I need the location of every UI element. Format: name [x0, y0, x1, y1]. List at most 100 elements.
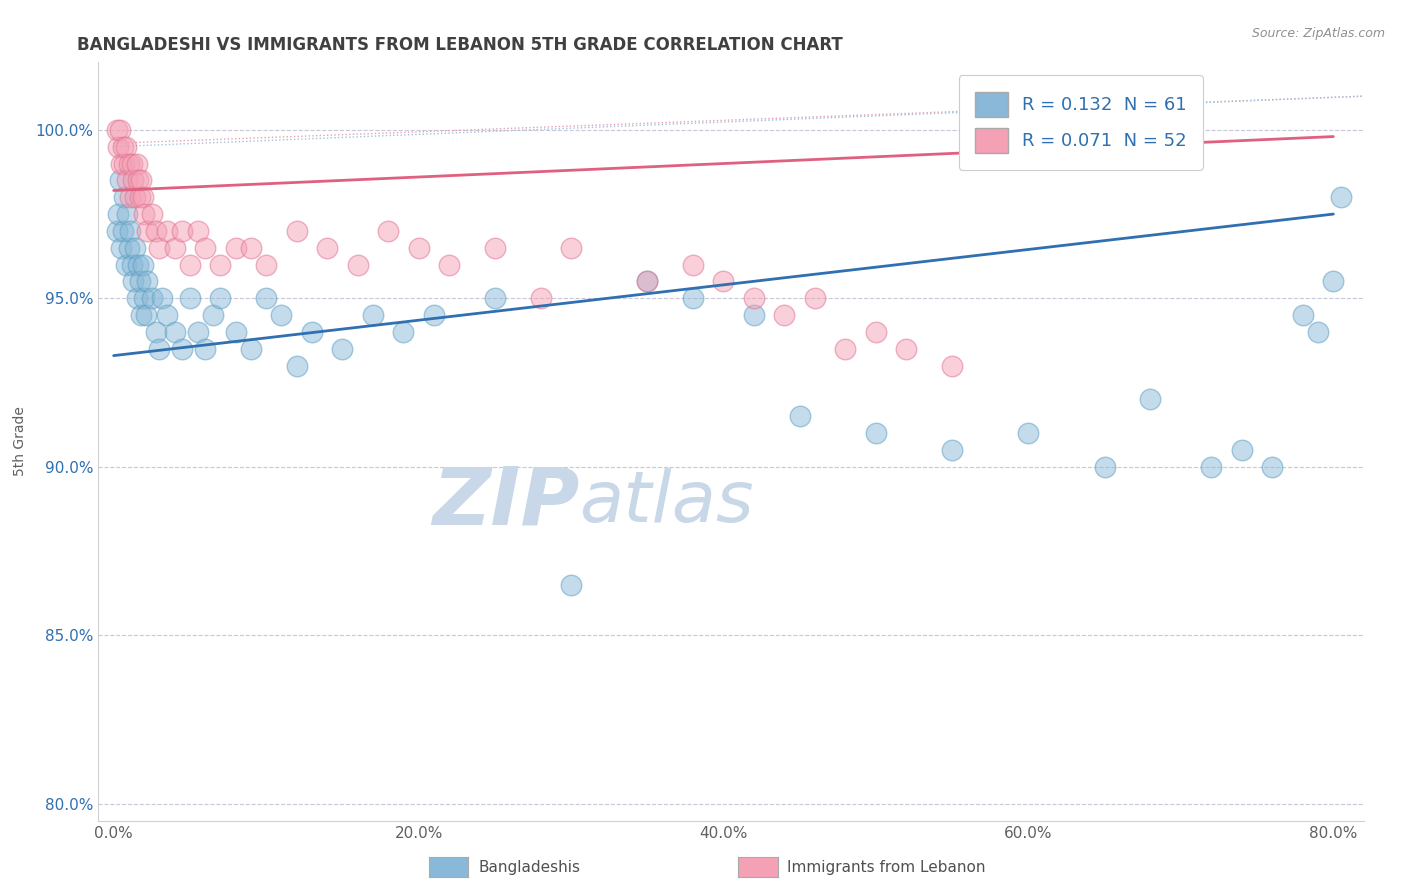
- Point: [163, 241, 186, 255]
- Point: [131, 190, 153, 204]
- Point: [392, 325, 415, 339]
- Point: [361, 308, 384, 322]
- Point: [484, 241, 506, 255]
- Point: [108, 173, 131, 187]
- Point: [112, 156, 135, 170]
- Point: [122, 173, 145, 187]
- Point: [742, 291, 765, 305]
- Point: [773, 308, 796, 322]
- Point: [254, 291, 277, 305]
- Point: [110, 156, 132, 170]
- Point: [713, 275, 735, 289]
- Point: [163, 325, 186, 339]
- Point: [186, 325, 208, 339]
- Point: [179, 258, 201, 272]
- Point: [682, 291, 704, 305]
- Point: [107, 207, 129, 221]
- Point: [1261, 459, 1284, 474]
- Point: [111, 139, 134, 153]
- Point: [1322, 275, 1344, 289]
- Point: [105, 224, 128, 238]
- Point: [125, 156, 148, 170]
- Point: [117, 207, 139, 221]
- Point: [127, 258, 149, 272]
- Text: BANGLADESHI VS IMMIGRANTS FROM LEBANON 5TH GRADE CORRELATION CHART: BANGLADESHI VS IMMIGRANTS FROM LEBANON 5…: [77, 36, 844, 54]
- Point: [1306, 325, 1329, 339]
- Text: Source: ZipAtlas.com: Source: ZipAtlas.com: [1251, 27, 1385, 40]
- Point: [437, 258, 460, 272]
- Point: [1139, 392, 1161, 407]
- Point: [124, 190, 146, 204]
- Point: [152, 291, 174, 305]
- Point: [1094, 459, 1116, 474]
- Point: [108, 123, 131, 137]
- Point: [209, 258, 232, 272]
- Y-axis label: 5th Grade: 5th Grade: [13, 407, 27, 476]
- Point: [128, 190, 150, 204]
- Point: [789, 409, 811, 424]
- Point: [134, 207, 156, 221]
- Text: atlas: atlas: [579, 467, 754, 537]
- Point: [121, 156, 143, 170]
- Point: [941, 359, 963, 373]
- Point: [201, 308, 224, 322]
- Point: [107, 139, 129, 153]
- Point: [529, 291, 551, 305]
- Point: [121, 258, 143, 272]
- Point: [270, 308, 292, 322]
- Point: [301, 325, 323, 339]
- Text: ZIP: ZIP: [432, 463, 579, 541]
- Point: [110, 241, 132, 255]
- Text: Immigrants from Lebanon: Immigrants from Lebanon: [787, 861, 986, 875]
- Point: [560, 578, 582, 592]
- Point: [941, 442, 963, 457]
- Point: [141, 207, 163, 221]
- Point: [239, 342, 262, 356]
- Point: [136, 224, 159, 238]
- Point: [377, 224, 399, 238]
- Point: [636, 275, 658, 289]
- Point: [484, 291, 506, 305]
- Point: [118, 156, 141, 170]
- Point: [145, 325, 167, 339]
- Point: [834, 342, 856, 356]
- Point: [254, 258, 277, 272]
- Point: [120, 224, 142, 238]
- Point: [225, 241, 247, 255]
- Point: [865, 426, 887, 441]
- Point: [111, 224, 134, 238]
- Point: [115, 139, 138, 153]
- Point: [120, 190, 142, 204]
- Point: [135, 308, 157, 322]
- Point: [285, 359, 308, 373]
- Point: [194, 241, 217, 255]
- Point: [105, 123, 128, 137]
- Point: [172, 224, 194, 238]
- Point: [134, 291, 156, 305]
- Point: [560, 241, 582, 255]
- Point: [1017, 426, 1039, 441]
- Point: [1292, 308, 1315, 322]
- Point: [136, 275, 159, 289]
- Point: [118, 241, 141, 255]
- Point: [131, 258, 153, 272]
- Point: [172, 342, 194, 356]
- Point: [186, 224, 208, 238]
- Point: [1201, 459, 1223, 474]
- Point: [239, 241, 262, 255]
- Point: [316, 241, 339, 255]
- Point: [742, 308, 765, 322]
- Point: [141, 291, 163, 305]
- Point: [125, 291, 148, 305]
- Point: [122, 275, 145, 289]
- Point: [127, 173, 149, 187]
- Point: [156, 308, 179, 322]
- Point: [129, 308, 152, 322]
- Point: [145, 224, 167, 238]
- Point: [682, 258, 704, 272]
- Point: [129, 173, 152, 187]
- Point: [148, 241, 170, 255]
- Point: [117, 173, 139, 187]
- Point: [194, 342, 217, 356]
- Point: [804, 291, 827, 305]
